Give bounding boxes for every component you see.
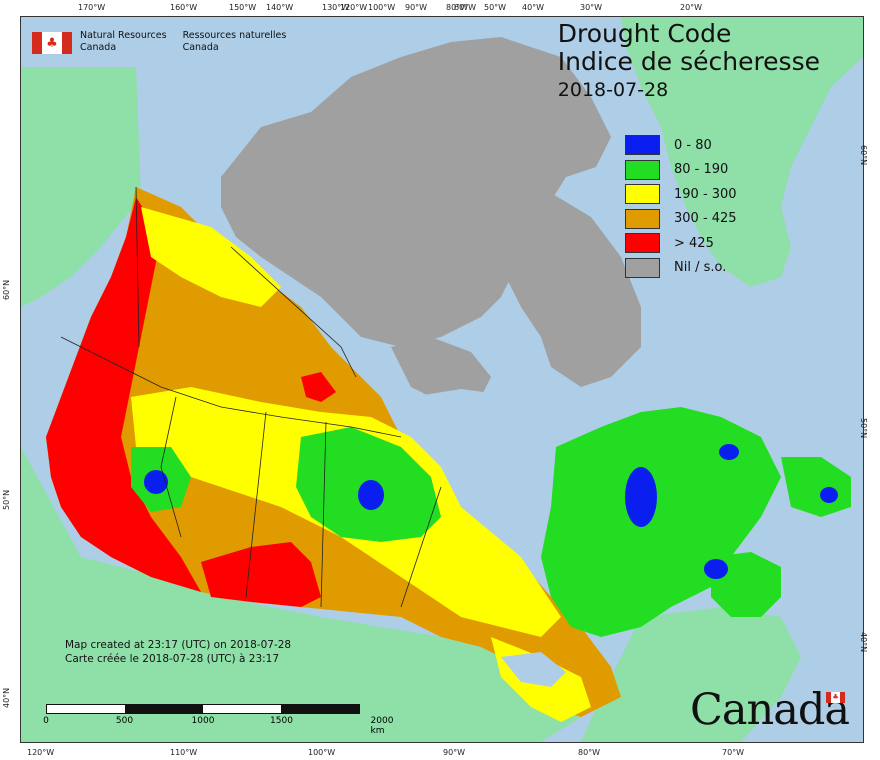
- scale-label: 1500: [270, 716, 293, 726]
- hudson-grey-north: [391, 337, 491, 402]
- region-red-north: [301, 372, 336, 402]
- region-red-west: [46, 197, 201, 592]
- org-name-fr-line: Ressources naturelles: [182, 30, 287, 41]
- legend-item: > 425: [625, 231, 737, 256]
- lon-tick-bottom: 80°W: [578, 748, 601, 757]
- wordmark-flag-icon: ♣: [826, 692, 845, 703]
- lon-tick-top: 40°W: [522, 3, 545, 12]
- created-note-fr: Carte créée le 2018-07-28 (UTC) à 23:17: [65, 653, 280, 665]
- canada-flag-icon: ♣: [32, 32, 72, 54]
- legend-swatch: [625, 159, 660, 180]
- region-green-quebec: [541, 407, 781, 637]
- created-note-en: Map created at 23:17 (UTC) on 2018-07-28: [65, 639, 292, 651]
- map-created-note: Map created at 23:17 (UTC) on 2018-07-28…: [65, 638, 291, 666]
- great-lakes: [501, 652, 566, 687]
- lon-tick-bottom: 70°W: [722, 748, 745, 757]
- title-en: Drought Code: [557, 19, 732, 48]
- us-east-landmass: [581, 607, 801, 742]
- map-frame: [20, 16, 864, 743]
- region-green-newfoundland: [781, 457, 851, 517]
- lon-tick-top: 80°W: [446, 3, 469, 12]
- region-red-prairie: [201, 542, 321, 607]
- lat-tick-left: 60°N: [2, 279, 11, 300]
- title-fr: Indice de sécheresse: [557, 47, 820, 76]
- scale-bar-segments: [46, 704, 360, 714]
- legend-label: 300 - 425: [674, 211, 737, 227]
- lon-tick-top: 60°W: [454, 3, 477, 12]
- lon-tick-top: 150°W: [229, 3, 257, 12]
- legend-swatch: [625, 184, 660, 205]
- scale-label: 2000 km: [370, 716, 394, 736]
- legend-label: 190 - 300: [674, 186, 737, 202]
- legend-label: Nil / s.o.: [674, 260, 727, 276]
- scale-bar: 0 500 1000 1500 2000 km: [43, 704, 393, 736]
- lat-tick-right: 40°N: [859, 632, 868, 653]
- org-name-en-line: Natural Resources: [80, 30, 167, 41]
- legend-item: 80 - 190: [625, 158, 737, 183]
- org-name-fr: Ressources naturelles Canada: [183, 30, 287, 54]
- greenland-landmass: [621, 17, 863, 287]
- lon-tick-top: 130°W: [322, 3, 350, 12]
- region-blue-bc: [144, 470, 168, 494]
- region-green-maritimes: [711, 552, 781, 617]
- lat-tick-left: 50°N: [2, 489, 11, 510]
- region-blue-manitoba: [358, 480, 384, 510]
- lon-tick-top: 100°W: [368, 3, 396, 12]
- lon-tick-top: 140°W: [266, 3, 294, 12]
- province-borders: [60, 186, 442, 608]
- legend-item: 190 - 300: [625, 182, 737, 207]
- org-name-fr-line: Canada: [182, 42, 219, 53]
- legend-swatch: [625, 257, 660, 278]
- legend-swatch: [625, 233, 660, 254]
- alaska-landmass: [21, 67, 141, 307]
- legend-label: > 425: [674, 235, 714, 251]
- lon-tick-top: 160°W: [170, 3, 198, 12]
- region-blue-labrador: [719, 444, 739, 460]
- legend-swatch: [625, 208, 660, 229]
- lon-tick-bottom: 120°W: [27, 748, 55, 757]
- legend-swatch: [625, 135, 660, 156]
- hudson-bay: [411, 389, 561, 507]
- region-yellow-north: [141, 207, 281, 307]
- legend-label: 80 - 190: [674, 162, 729, 178]
- region-blue-nfld: [820, 487, 838, 503]
- map-title: Drought Code Indice de sécheresse 2018-0…: [558, 20, 820, 104]
- lon-tick-bottom: 110°W: [170, 748, 198, 757]
- lon-tick-bottom: 90°W: [443, 748, 466, 757]
- legend-item: 0 - 80: [625, 133, 737, 158]
- region-blue-quebec: [625, 467, 657, 527]
- map-date: 2018-07-28: [557, 79, 669, 101]
- us-landmass: [21, 447, 581, 742]
- lon-tick-top: 170°W: [78, 3, 106, 12]
- region-blue-gaspe: [704, 559, 728, 579]
- lat-tick-right: 50°N: [859, 418, 868, 439]
- org-signature: ♣ Natural Resources Canada Ressources na…: [32, 30, 302, 54]
- lon-tick-top: 90°W: [405, 3, 428, 12]
- lon-tick-top: 20°W: [680, 3, 703, 12]
- lat-tick-left: 40°N: [2, 687, 11, 708]
- org-name-en: Natural Resources Canada: [80, 30, 167, 54]
- lat-tick-right: 60°N: [859, 145, 868, 166]
- scale-label: 500: [115, 716, 134, 726]
- lon-tick-top: 30°W: [580, 3, 603, 12]
- canada-wordmark: Canada: [690, 685, 850, 735]
- lon-tick-top: 120°W: [340, 3, 368, 12]
- org-name-en-line: Canada: [80, 42, 117, 53]
- scale-label: 0: [43, 716, 49, 726]
- map-canvas: [21, 17, 863, 742]
- scale-label: 1000: [191, 716, 215, 726]
- legend-item: Nil / s.o.: [625, 256, 737, 281]
- lon-tick-top: 50°W: [484, 3, 507, 12]
- legend-label: 0 - 80: [674, 137, 712, 153]
- lon-tick-bottom: 100°W: [308, 748, 336, 757]
- legend: 0 - 80 80 - 190 190 - 300 300 - 425 > 42…: [625, 133, 737, 280]
- baffin-island: [491, 187, 641, 387]
- legend-item: 300 - 425: [625, 207, 737, 232]
- scale-labels: 0 500 1000 1500 2000 km: [43, 714, 393, 736]
